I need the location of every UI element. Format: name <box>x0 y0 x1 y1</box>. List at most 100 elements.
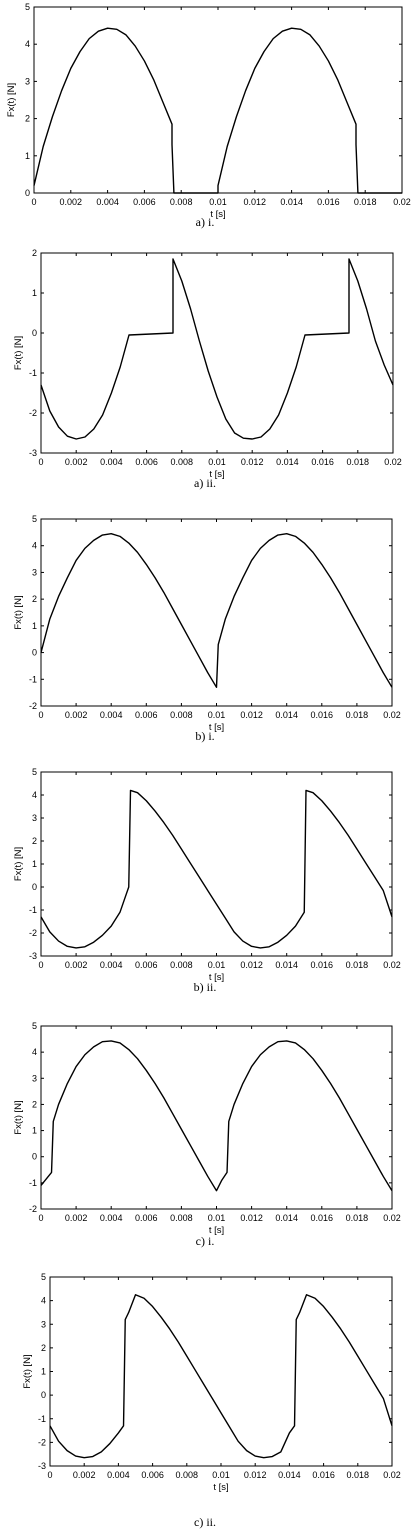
x-axis-label: t [s] <box>210 209 225 220</box>
x-tick-label: 0.002 <box>65 457 88 467</box>
x-tick-label: 0.01 <box>209 197 227 207</box>
y-tick-label: -2 <box>29 701 37 711</box>
x-tick-label: 0.014 <box>276 457 299 467</box>
x-tick-label: 0.002 <box>65 1213 88 1223</box>
x-tick-label: 0.012 <box>240 710 263 720</box>
x-tick-label: 0 <box>38 960 43 970</box>
y-tick-label: 4 <box>41 1296 46 1306</box>
y-tick-label: 0 <box>32 328 37 338</box>
x-tick-label: 0.008 <box>170 1213 193 1223</box>
x-tick-label: 0.012 <box>241 457 264 467</box>
y-tick-label: 5 <box>32 1021 37 1031</box>
x-tick-label: 0.004 <box>100 457 123 467</box>
x-tick-label: 0.008 <box>170 710 193 720</box>
panel-3: 0 0.002 0.004 0.006 0.008 0.01 0.012 0.014 0.016… <box>13 767 401 994</box>
y-tick-label: 2 <box>32 836 37 846</box>
y-tick-label: 2 <box>32 594 37 604</box>
panel-caption: b) ii. <box>194 980 217 994</box>
y-tick-label: -2 <box>29 408 37 418</box>
y-tick-label: 0 <box>32 882 37 892</box>
y-tick-label: 4 <box>32 790 37 800</box>
x-tick-label: 0.01 <box>208 1213 226 1223</box>
y-tick-label: -1 <box>29 1178 37 1188</box>
y-tick-label: 0 <box>32 1152 37 1162</box>
y-tick-label: 2 <box>32 248 37 258</box>
x-tick-label: 0.012 <box>240 1213 263 1223</box>
x-tick-label: 0.016 <box>311 710 334 720</box>
x-tick-label: 0.004 <box>96 197 119 207</box>
x-tick-label: 0.018 <box>347 1470 370 1480</box>
y-tick-label: 3 <box>32 813 37 823</box>
series-line <box>40 532 393 688</box>
x-tick-label: 0.01 <box>208 710 226 720</box>
x-tick-label: 0.018 <box>354 197 377 207</box>
y-axis-label: Fx(t) [N] <box>13 595 24 629</box>
panel-caption: a) ii. <box>194 476 216 490</box>
x-tick-label: 0.014 <box>278 1470 301 1480</box>
x-tick-label: 0.006 <box>135 710 158 720</box>
x-tick-label: 0 <box>38 710 43 720</box>
plot-frame <box>33 6 403 194</box>
y-tick-label: 3 <box>25 76 30 86</box>
panel-0: 0 0.002 0.004 0.006 0.008 0.01 0.012 0.014 0.016… <box>6 2 411 229</box>
x-tick-label: 0.006 <box>141 1470 164 1480</box>
x-axis-label: t [s] <box>209 469 224 480</box>
panel-caption: c) ii. <box>194 1515 216 1529</box>
x-tick-label: 0.01 <box>208 960 226 970</box>
panel-caption: a) i. <box>196 215 215 229</box>
panel-caption: b) i. <box>195 729 214 743</box>
x-tick-label: 0.018 <box>346 1213 369 1223</box>
x-tick-label: 0.01 <box>208 457 226 467</box>
y-axis-label: Fx(t) [N] <box>13 847 24 881</box>
series-line <box>40 1040 393 1192</box>
series-line <box>40 258 394 440</box>
y-tick-label: -3 <box>29 448 37 458</box>
x-tick-label: 0.002 <box>60 197 83 207</box>
x-tick-label: 0.018 <box>346 710 369 720</box>
x-axis-label: t [s] <box>209 722 224 733</box>
x-tick-label: 0.004 <box>100 960 123 970</box>
x-tick-label: 0.02 <box>383 960 401 970</box>
y-tick-label: -2 <box>29 928 37 938</box>
panel-2: 0 0.002 0.004 0.006 0.008 0.01 0.012 0.014 0.016… <box>13 514 401 743</box>
x-tick-label: 0.016 <box>311 1213 334 1223</box>
plot-frame <box>40 771 393 957</box>
x-tick-label: 0.014 <box>275 960 298 970</box>
y-tick-label: 1 <box>32 1126 37 1136</box>
x-tick-label: 0.008 <box>170 960 193 970</box>
x-tick-label: 0.004 <box>100 710 123 720</box>
y-axis-label: Fx(t) [N] <box>6 83 17 117</box>
y-axis-label: Fx(t) [N] <box>13 336 24 370</box>
y-tick-label: 0 <box>32 648 37 658</box>
x-tick-label: 0.018 <box>346 960 369 970</box>
y-tick-label: 1 <box>41 1367 46 1377</box>
y-tick-label: 1 <box>32 859 37 869</box>
x-tick-label: 0.012 <box>244 197 267 207</box>
panel-5: 0 0.002 0.004 0.006 0.008 0.01 0.012 0.014 0.016… <box>22 1272 401 1529</box>
y-tick-label: 4 <box>32 1047 37 1057</box>
y-tick-label: -3 <box>29 951 37 961</box>
x-tick-label: 0.014 <box>280 197 303 207</box>
panel-1: 0 0.002 0.004 0.006 0.008 0.01 0.012 0.014 0.016… <box>13 248 402 490</box>
x-tick-label: 0.004 <box>100 1213 123 1223</box>
x-tick-label: 0.012 <box>244 1470 267 1480</box>
y-tick-label: 0 <box>25 188 30 198</box>
x-tick-label: 0.006 <box>133 197 156 207</box>
x-tick-label: 0.016 <box>317 197 340 207</box>
x-tick-label: 0 <box>38 1213 43 1223</box>
x-tick-label: 0.002 <box>65 710 88 720</box>
x-tick-label: 0.02 <box>383 1213 401 1223</box>
x-tick-label: 0.008 <box>176 1470 199 1480</box>
plot-frame <box>40 1025 393 1210</box>
y-tick-label: 3 <box>32 1073 37 1083</box>
x-tick-label: 0.018 <box>347 457 370 467</box>
y-tick-label: 2 <box>32 1099 37 1109</box>
y-tick-label: 1 <box>32 288 37 298</box>
x-tick-label: 0.02 <box>384 457 402 467</box>
x-tick-label: 0.014 <box>275 710 298 720</box>
x-tick-label: 0.008 <box>171 457 194 467</box>
x-tick-label: 0.002 <box>65 960 88 970</box>
y-tick-label: -1 <box>38 1414 46 1424</box>
series-line <box>49 1294 393 1459</box>
